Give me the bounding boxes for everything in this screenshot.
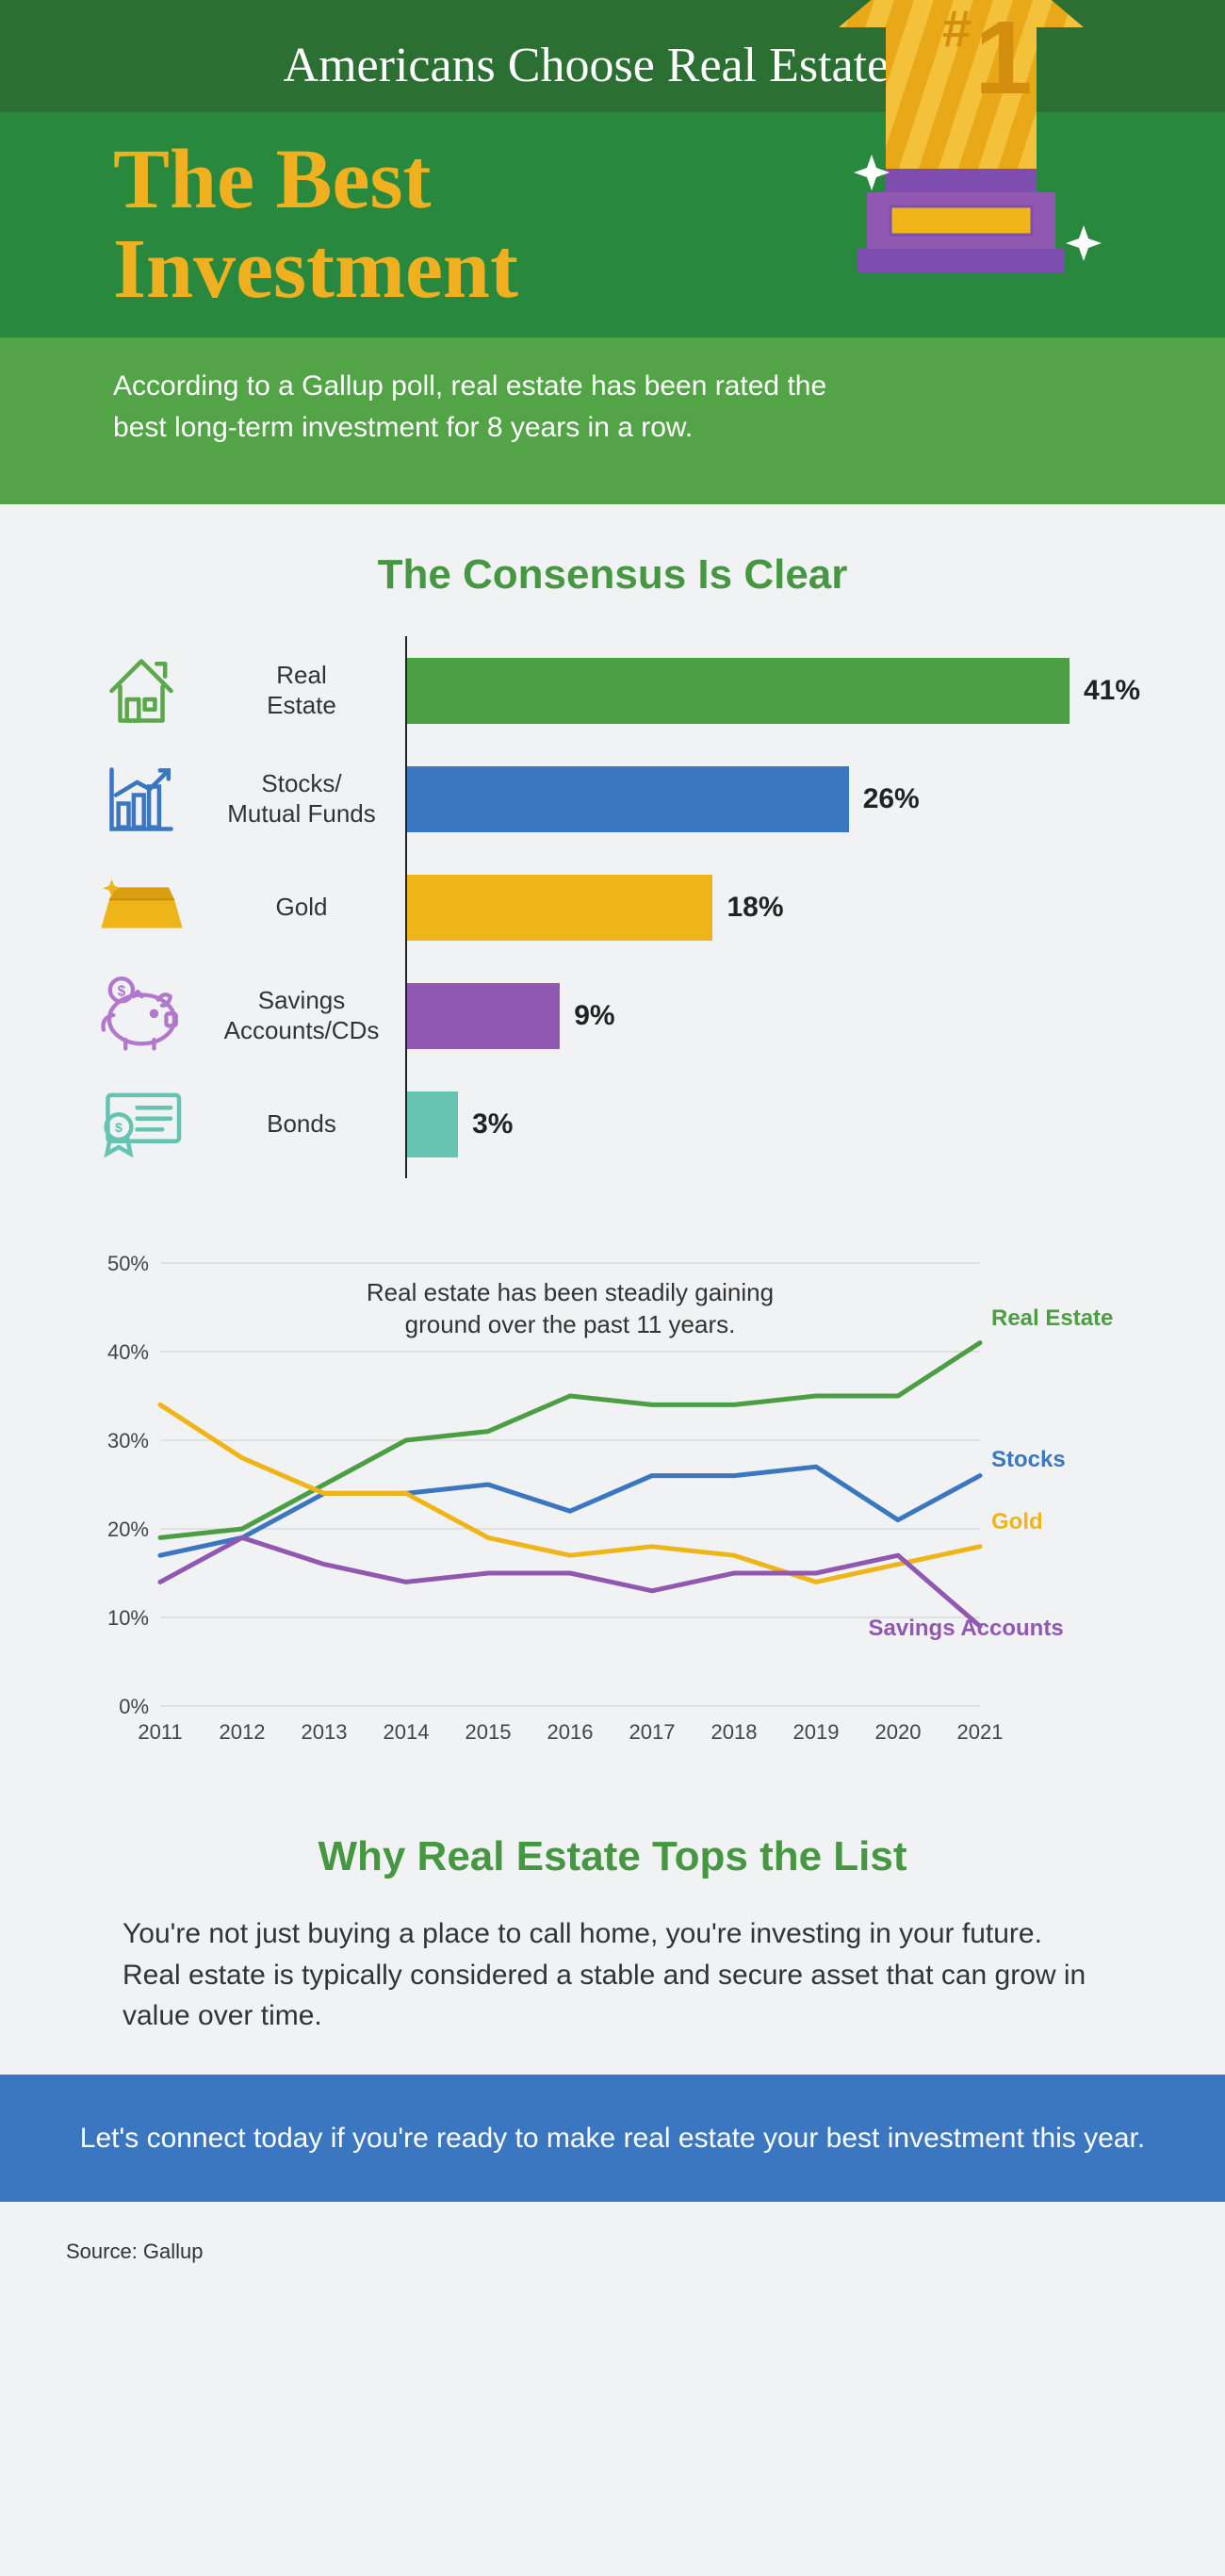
svg-text:30%: 30% [107, 1429, 149, 1452]
bar-value: 18% [727, 892, 783, 924]
svg-text:2021: 2021 [957, 1720, 1004, 1744]
bar-label: Bonds [198, 1109, 405, 1139]
bar [407, 983, 560, 1049]
svg-text:10%: 10% [107, 1606, 149, 1630]
bond-icon: $ [85, 1087, 198, 1162]
series-label: Stocks [991, 1447, 1066, 1472]
why-section: Why Real Estate Tops the List You're not… [0, 1786, 1225, 2075]
bar-label: SavingsAccounts/CDs [198, 986, 405, 1044]
source-text: Source: Gallup [0, 2202, 1225, 2321]
why-text: You're not just buying a place to call h… [122, 1913, 1102, 2037]
bar-value: 26% [863, 783, 920, 815]
barchart-icon [85, 757, 198, 842]
bar [407, 875, 712, 941]
bar [407, 766, 849, 832]
line-chart-caption: ground over the past 11 years. [405, 1310, 736, 1338]
bar [407, 658, 1070, 724]
series-label: Savings Accounts [869, 1616, 1064, 1641]
series-label: Gold [991, 1509, 1043, 1534]
bar-label: Stocks/Mutual Funds [198, 769, 405, 828]
header-subtext: According to a Gallup poll, real estate … [113, 366, 848, 448]
line-chart: 0% 10% 20% 30% 40% 50% 2011 2012 2013 2014 2015 201… [85, 1235, 1140, 1763]
bar-row: Stocks/Mutual Funds 26% [85, 745, 1140, 853]
bar-row: $ SavingsAccounts/CDs 9% [85, 961, 1140, 1070]
line-series [160, 1467, 980, 1555]
bar-label: Gold [198, 893, 405, 922]
why-title: Why Real Estate Tops the List [122, 1833, 1102, 1880]
bar-row: $ Bonds 3% [85, 1070, 1140, 1178]
svg-text:2015: 2015 [466, 1720, 512, 1744]
svg-text:2016: 2016 [547, 1720, 594, 1744]
bar-row: RealEstate 41% [85, 636, 1140, 745]
cta-band: Let's connect today if you're ready to m… [0, 2075, 1225, 2202]
infographic-container: Americans Choose Real Estate as The Best… [0, 0, 1225, 2321]
svg-text:40%: 40% [107, 1340, 149, 1364]
bar-value: 9% [574, 1000, 614, 1032]
bar-chart-title: The Consensus Is Clear [85, 551, 1140, 599]
series-label: Real Estate [991, 1305, 1113, 1331]
header-band-3: According to a Gallup poll, real estate … [0, 337, 1225, 504]
svg-text:1: 1 [974, 0, 1032, 116]
svg-text:2017: 2017 [629, 1720, 676, 1744]
bar-value: 3% [472, 1108, 513, 1140]
cta-text: Let's connect today if you're ready to m… [57, 2117, 1168, 2159]
line-chart-caption: Real estate has been steadily gaining [367, 1278, 774, 1306]
svg-text:2018: 2018 [711, 1720, 758, 1744]
svg-text:$: $ [117, 983, 125, 999]
bar-row: Gold 18% [85, 853, 1140, 961]
bar-label: RealEstate [198, 661, 405, 719]
svg-text:2013: 2013 [302, 1720, 348, 1744]
svg-text:2020: 2020 [875, 1720, 922, 1744]
svg-text:0%: 0% [119, 1695, 149, 1718]
trophy-icon: 1 # [820, 0, 1102, 287]
house-icon [85, 648, 198, 733]
pig-icon: $ [85, 976, 198, 1056]
line-chart-section: 0% 10% 20% 30% 40% 50% 2011 2012 2013 2014 2015 201… [0, 1197, 1225, 1786]
svg-text:2019: 2019 [793, 1720, 840, 1744]
svg-text:#: # [942, 0, 972, 57]
svg-text:2012: 2012 [220, 1720, 266, 1744]
svg-text:50%: 50% [107, 1252, 149, 1275]
header-band-2: The BestInvestment 1 # [0, 112, 1225, 337]
header-title-line2: The BestInvestment [113, 136, 518, 314]
svg-text:20%: 20% [107, 1518, 149, 1541]
svg-text:2014: 2014 [384, 1720, 430, 1744]
bar [407, 1091, 458, 1157]
svg-text:$: $ [115, 1121, 122, 1136]
bar-value: 41% [1084, 675, 1140, 707]
gold-icon [85, 875, 198, 941]
bar-chart-section: The Consensus Is Clear RealEstate 41% St… [0, 504, 1225, 1197]
line-series [160, 1537, 980, 1626]
svg-text:2011: 2011 [138, 1720, 182, 1744]
bar-chart: RealEstate 41% Stocks/Mutual Funds 26% G… [85, 636, 1140, 1178]
